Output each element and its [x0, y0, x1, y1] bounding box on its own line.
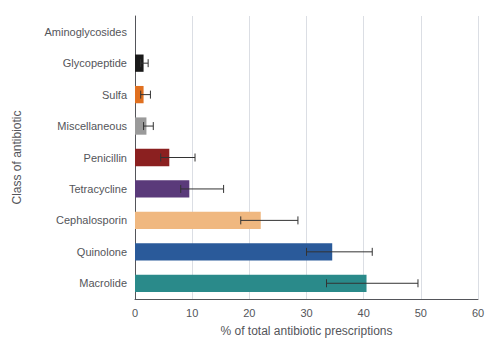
svg-text:% of total antibiotic prescrip: % of total antibiotic prescriptions — [220, 324, 392, 338]
svg-text:Miscellaneous: Miscellaneous — [57, 120, 127, 132]
svg-text:40: 40 — [358, 307, 370, 319]
svg-text:Cephalosporin: Cephalosporin — [56, 214, 127, 226]
svg-text:Penicillin: Penicillin — [84, 152, 127, 164]
svg-text:Glycopeptide: Glycopeptide — [63, 57, 127, 69]
svg-text:20: 20 — [243, 307, 255, 319]
svg-text:30: 30 — [300, 307, 312, 319]
svg-text:Aminoglycosides: Aminoglycosides — [44, 26, 127, 38]
svg-text:Sulfa: Sulfa — [102, 89, 128, 101]
svg-text:10: 10 — [186, 307, 198, 319]
svg-text:Macrolide: Macrolide — [79, 277, 127, 289]
svg-text:50: 50 — [415, 307, 427, 319]
svg-text:60: 60 — [472, 307, 484, 319]
svg-text:Tetracycline: Tetracycline — [69, 183, 127, 195]
svg-text:Quinolone: Quinolone — [77, 246, 127, 258]
svg-text:0: 0 — [132, 307, 138, 319]
svg-text:Class of antibiotic: Class of antibiotic — [10, 110, 24, 204]
